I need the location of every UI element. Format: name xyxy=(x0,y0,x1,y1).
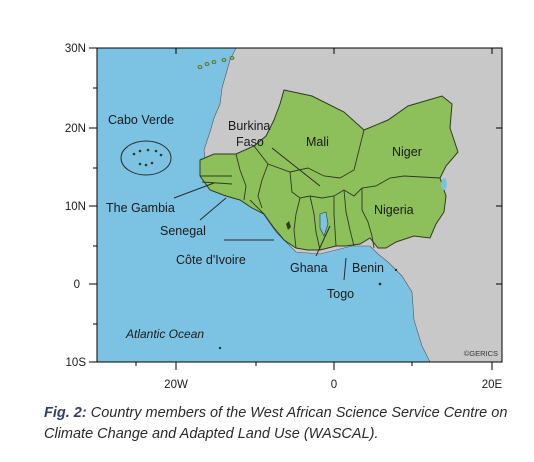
figure-caption: Fig. 2: Country members of the West Afri… xyxy=(44,403,514,445)
cabo-verde-circle xyxy=(120,140,172,176)
credit-gerics: ©GERICS xyxy=(464,349,498,358)
label-atlantic-ocean: Atlantic Ocean xyxy=(125,327,204,341)
label-benin: Benin xyxy=(352,261,384,275)
label-the-gambia: The Gambia xyxy=(106,201,175,215)
label-burkina-faso-2: Faso xyxy=(236,135,264,149)
label-senegal: Senegal xyxy=(160,224,206,238)
lat-tick-30n: 30N xyxy=(65,43,86,55)
lon-tick-0: 0 xyxy=(331,379,337,391)
tick-marks xyxy=(89,47,502,370)
label-cote-divoire: Côte d'Ivoire xyxy=(176,253,246,267)
label-cabo-verde: Cabo Verde xyxy=(108,113,174,127)
map-frame xyxy=(96,47,503,363)
label-niger: Niger xyxy=(392,145,422,159)
lake-kossou xyxy=(286,221,291,230)
lat-tick-10s: 10S xyxy=(66,357,87,369)
gulf-islands xyxy=(218,268,398,350)
label-ghana: Ghana xyxy=(290,261,328,275)
lat-tick-10n: 10N xyxy=(65,201,86,213)
caption-text: Country members of the West African Scie… xyxy=(44,405,508,442)
lon-tick-20e: 20E xyxy=(482,379,503,391)
lon-tick-20w: 20W xyxy=(164,379,188,391)
cabo-verde-islands xyxy=(132,148,163,167)
wascal-member-region xyxy=(199,89,459,251)
label-nigeria: Nigeria xyxy=(374,203,414,217)
lake-volta xyxy=(319,211,329,237)
caption-label: Fig. 2: xyxy=(44,405,87,421)
leader-lines xyxy=(173,147,347,281)
lat-tick-20n: 20N xyxy=(65,123,86,135)
canary-islands xyxy=(197,56,235,69)
label-togo: Togo xyxy=(327,287,354,301)
country-borders xyxy=(200,129,441,251)
label-burkina-faso-1: Burkina xyxy=(228,119,270,133)
label-mali: Mali xyxy=(306,135,329,149)
lat-tick-0: 0 xyxy=(74,279,80,291)
lake-chad xyxy=(441,178,447,190)
